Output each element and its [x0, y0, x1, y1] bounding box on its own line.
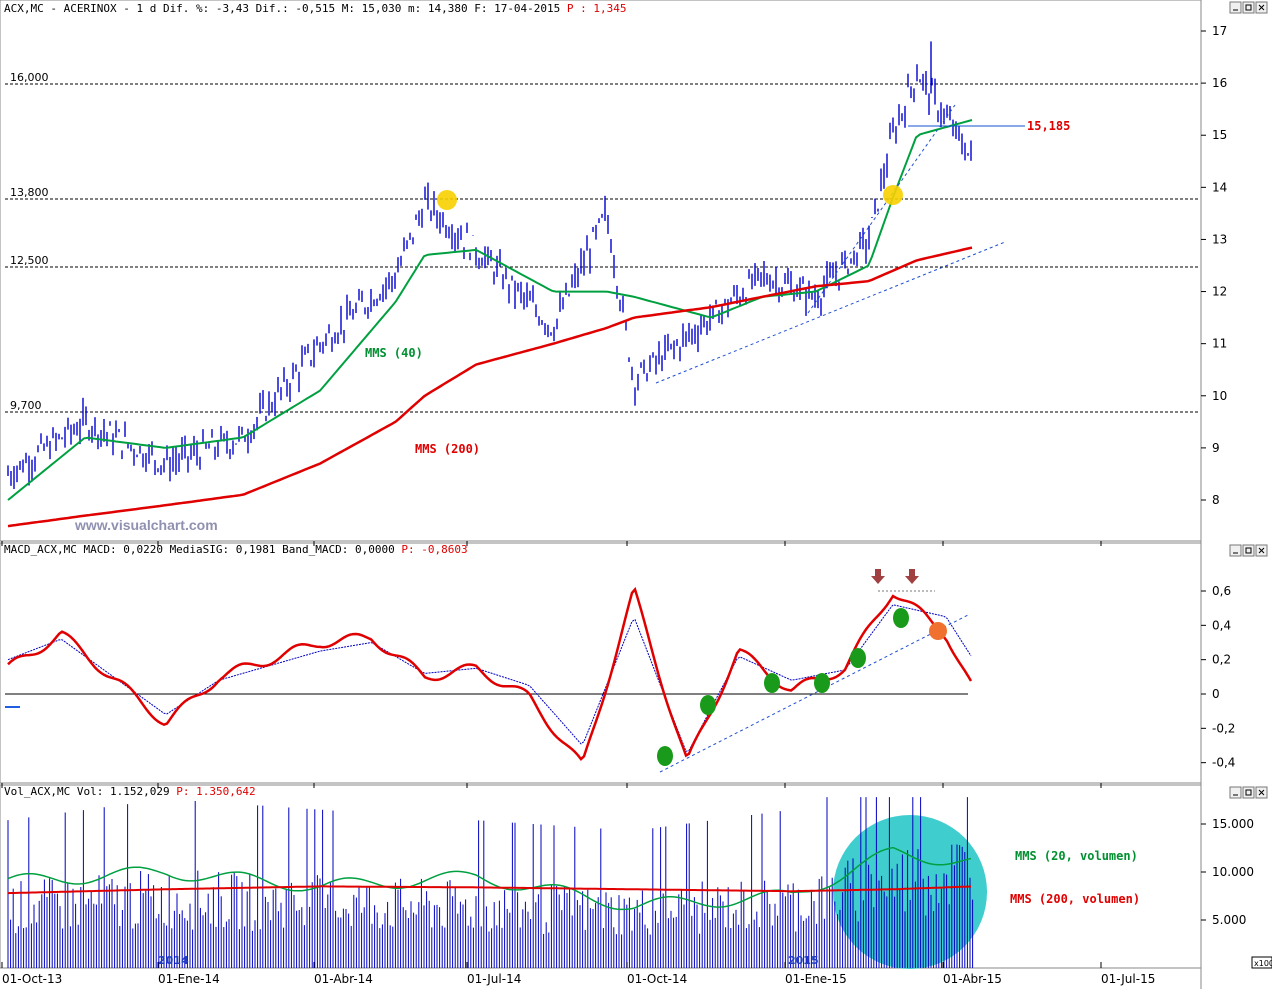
price-trendline-2 [807, 104, 956, 314]
price-y-tick: 8 [1212, 493, 1220, 507]
x-tick-label: 01-Ene-14 [158, 972, 220, 986]
macd-line [7, 586, 973, 761]
price-header: ACX,MC - ACERINOX - 1 d Dif. %: -3,43 Di… [4, 2, 627, 15]
level-label-13800: 13,800 [10, 186, 49, 199]
price-window-controls[interactable] [1229, 1, 1268, 14]
x-axis: 01-Oct-13 01-Ene-14 01-Abr-14 01-Jul-14 01-O… [1, 541, 1155, 986]
x-tick-label: 01-Oct-13 [2, 972, 62, 986]
price-y-tick: 17 [1212, 24, 1227, 38]
watermark: www.visualchart.com [74, 517, 218, 533]
macd-y-tick: 0,2 [1212, 653, 1231, 667]
macd-marker-6 [893, 608, 909, 628]
price-y-axis: 17 16 15 14 13 12 11 10 9 8 [1201, 24, 1227, 507]
volume-scale-label: x100 [1254, 959, 1272, 968]
macd-header: MACD_ACX,MC MACD: 0,0220 MediaSIG: 0,198… [4, 543, 468, 556]
highlight-marker-1 [437, 190, 457, 210]
level-label-9700: 9,700 [10, 399, 42, 412]
x-tick-label: 01-Jul-15 [1101, 972, 1155, 986]
price-panel-frame [0, 0, 1202, 542]
macd-marker-5 [850, 648, 866, 668]
macd-marker-4 [814, 673, 830, 693]
volume-bars [7, 797, 833, 968]
macd-window-controls[interactable] [1229, 544, 1268, 557]
year-label-2014: 2014 [158, 954, 189, 967]
price-y-tick: 11 [1212, 337, 1227, 351]
volume-scale-box [1251, 956, 1272, 969]
volume-y-tick: 5.000 [1212, 913, 1246, 927]
neckline-label: 15,185 [1027, 119, 1070, 133]
price-bars [7, 41, 972, 489]
macd-markers [657, 608, 947, 766]
volume-header: Vol_ACX,MC Vol: 1.152,029 P: 1.350,642 [4, 785, 256, 798]
mms40-label: MMS (40) [365, 346, 423, 360]
down-arrow-1 [871, 569, 885, 584]
mms200-label: MMS (200) [415, 442, 480, 456]
macd-y-axis: 0,6 0,4 0,2 0 -0,2 -0,4 [1201, 584, 1235, 770]
year-label-2015: 2015 [788, 954, 819, 967]
volume-mms200-line [7, 885, 972, 895]
mms40-line [7, 119, 973, 501]
macd-arrows [871, 569, 919, 584]
price-y-tick: 10 [1212, 389, 1227, 403]
price-levels: 16,000 13,800 12,500 9,700 [5, 71, 1200, 413]
vol200-label: MMS (200, volumen) [1010, 892, 1140, 906]
macd-y-tick: 0,4 [1212, 618, 1231, 632]
price-trendline-1 [655, 241, 1006, 384]
macd-marker-1 [657, 746, 673, 766]
macd-y-tick: 0 [1212, 687, 1220, 701]
x-tick-label: 01-Oct-14 [627, 972, 687, 986]
price-y-tick: 13 [1212, 232, 1227, 246]
macd-y-tick: -0,2 [1212, 721, 1235, 735]
macd-panel-frame [0, 542, 1202, 784]
x-tick-label: 01-Abr-15 [943, 972, 1002, 986]
volume-y-tick: 10.000 [1212, 865, 1254, 879]
level-label-12500: 12,500 [10, 254, 49, 267]
volume-y-tick: 15.000 [1212, 817, 1254, 831]
level-label-16000: 16,000 [10, 71, 49, 84]
volume-y-axis: 15.000 10.000 5.000 [1201, 817, 1254, 927]
x-tick-label: 01-Jul-14 [467, 972, 521, 986]
macd-marker-2 [700, 695, 716, 715]
macd-y-tick: 0,6 [1212, 584, 1231, 598]
macd-trendline [659, 614, 969, 773]
price-y-tick: 9 [1212, 441, 1220, 455]
vol20-label: MMS (20, volumen) [1015, 849, 1138, 863]
price-y-tick: 14 [1212, 180, 1227, 194]
macd-y-tick: -0,4 [1212, 756, 1235, 770]
highlight-marker-2 [883, 185, 903, 205]
price-y-tick: 15 [1212, 128, 1227, 142]
price-y-tick: 12 [1212, 285, 1227, 299]
macd-signal-line [7, 604, 972, 752]
x-tick-label: 01-Abr-14 [314, 972, 373, 986]
down-arrow-2 [905, 569, 919, 584]
price-y-tick: 16 [1212, 76, 1227, 90]
x-tick-label: 01-Ene-15 [785, 972, 847, 986]
volume-window-controls[interactable] [1229, 786, 1268, 799]
volume-bars-front [834, 797, 974, 968]
macd-warning-marker [929, 622, 947, 640]
mms200-line [7, 246, 973, 528]
macd-marker-3 [764, 673, 780, 693]
